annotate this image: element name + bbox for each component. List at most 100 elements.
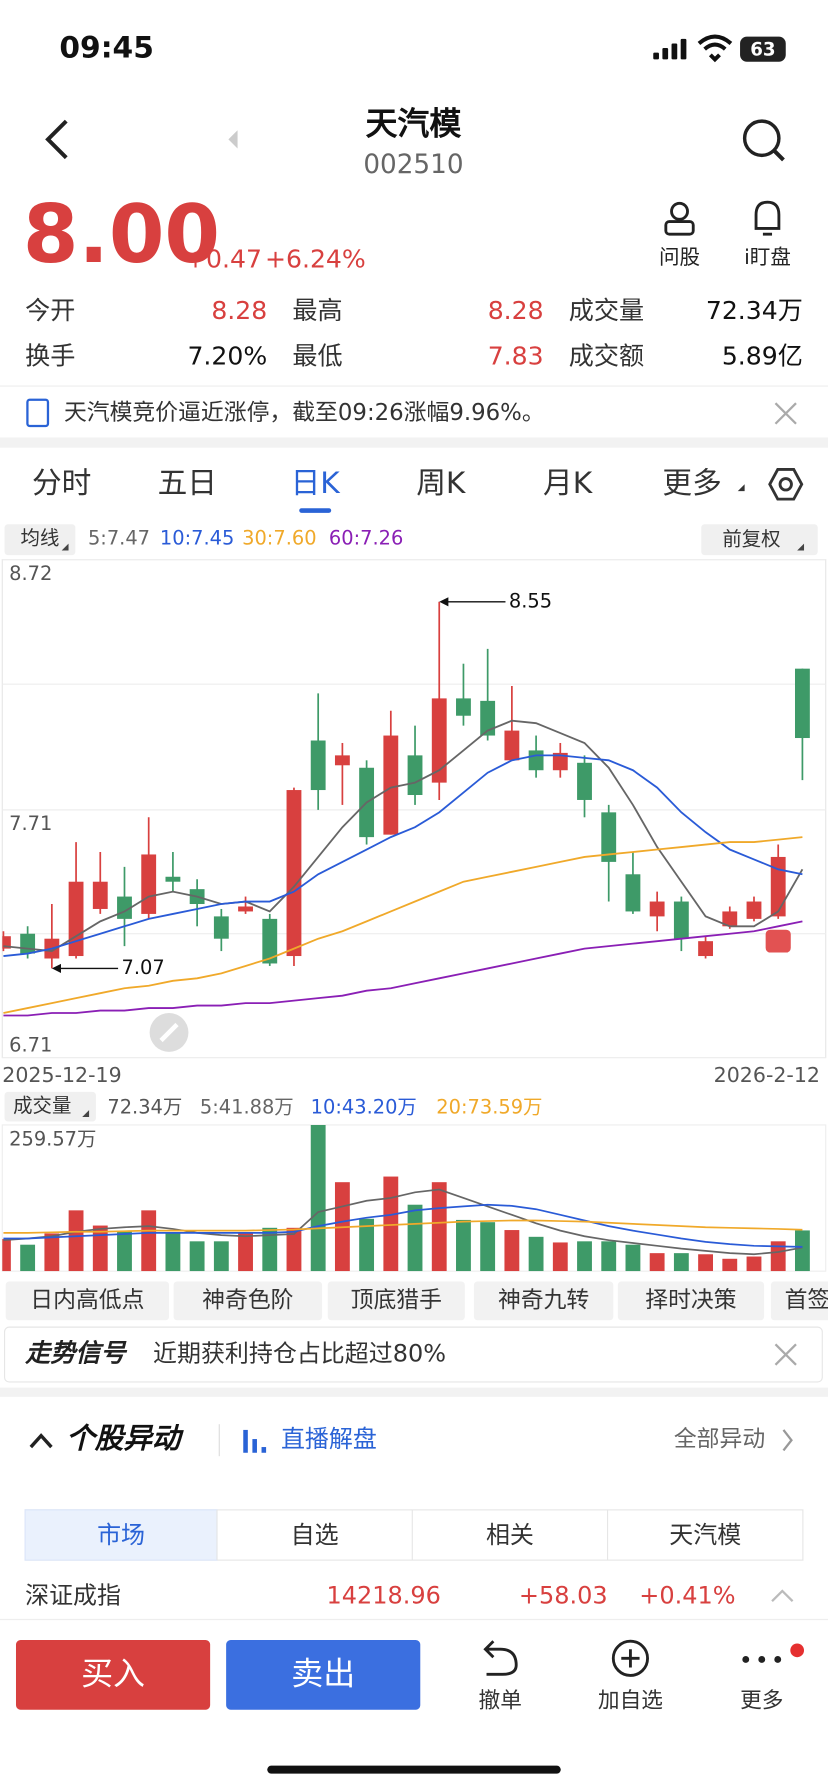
candle-body xyxy=(601,812,617,862)
volume-bar xyxy=(456,1219,471,1272)
subtab: 相关 xyxy=(486,1521,534,1549)
annotation: 8.55 xyxy=(509,589,552,612)
tab[interactable]: 日K xyxy=(291,466,342,501)
separator xyxy=(0,437,828,448)
chevron xyxy=(782,1429,793,1452)
candle-body xyxy=(141,854,157,914)
sell-button[interactable] xyxy=(226,1640,421,1710)
back-button[interactable] xyxy=(45,119,68,160)
annotation: 7.07 xyxy=(122,956,165,979)
candle-body xyxy=(770,856,786,917)
cancel-icon[interactable] xyxy=(483,1640,518,1676)
buy-marker xyxy=(765,929,791,953)
volume-bar xyxy=(552,1242,568,1272)
candle-body xyxy=(722,911,738,927)
volume-bar xyxy=(504,1230,520,1272)
candle-body xyxy=(2,936,11,949)
wifi-icon xyxy=(697,34,733,63)
notice-close[interactable] xyxy=(774,402,797,425)
chip[interactable] xyxy=(617,1281,765,1321)
tab[interactable]: 五日 xyxy=(158,466,217,501)
candle-body xyxy=(165,876,181,882)
ma-line xyxy=(3,1203,803,1248)
ma-title: 均线 xyxy=(21,527,60,550)
volume-bar xyxy=(407,1204,423,1272)
ma-line xyxy=(3,1219,803,1234)
ma-button[interactable] xyxy=(4,524,76,556)
candle-body xyxy=(673,901,689,939)
ask-icon[interactable] xyxy=(664,201,695,236)
candle-body xyxy=(407,755,423,796)
tab[interactable]: 月K xyxy=(543,466,594,501)
settings-icon[interactable] xyxy=(768,468,804,501)
candle-body xyxy=(649,901,665,917)
volume-bar xyxy=(213,1241,229,1272)
tab[interactable]: 更多 xyxy=(662,466,721,501)
chip-label: 首签 xyxy=(785,1287,828,1313)
badge xyxy=(790,1643,805,1658)
legend-entry: 10:43.20万 xyxy=(311,1095,417,1118)
notice: 天汽模竞价逼近涨停，截至09:26涨幅9.96%。 xyxy=(64,400,545,426)
candle-body xyxy=(20,933,36,954)
chip[interactable] xyxy=(327,1281,465,1321)
y-tick-label: 8.72 xyxy=(9,562,52,585)
volume-bar xyxy=(649,1253,665,1272)
volume-lead: 72.34万 xyxy=(107,1095,182,1118)
chip[interactable] xyxy=(473,1281,614,1321)
candle-body xyxy=(625,874,641,912)
stat-value: 7.20% xyxy=(187,342,267,371)
volume-bar xyxy=(189,1241,205,1272)
volume-bar xyxy=(794,1230,810,1272)
live-icon xyxy=(243,1429,267,1453)
ma-line xyxy=(3,920,803,1017)
collapse-icon[interactable] xyxy=(771,1589,794,1603)
candle-body xyxy=(213,916,229,939)
stat-label: 成交量 xyxy=(569,296,644,325)
candle-body xyxy=(528,750,544,771)
zoom-icon[interactable] xyxy=(149,1013,189,1052)
notice-icon xyxy=(26,398,50,428)
buy-button[interactable] xyxy=(15,1640,211,1710)
caret xyxy=(82,1110,90,1117)
watch-icon[interactable] xyxy=(754,200,781,236)
volume-button[interactable] xyxy=(4,1091,96,1122)
price: 8.00 xyxy=(23,188,220,281)
candle-body xyxy=(68,881,84,957)
signal-box xyxy=(3,1326,823,1383)
grid xyxy=(2,683,826,935)
chip[interactable] xyxy=(5,1281,170,1321)
adjust-button[interactable] xyxy=(701,524,818,556)
annotation-head xyxy=(51,963,61,973)
legend-entry: 5:41.88万 xyxy=(200,1095,294,1118)
volume-plot xyxy=(2,1124,810,1272)
chip[interactable] xyxy=(770,1281,828,1321)
stat-label: 最低 xyxy=(292,342,342,371)
signal-text: 近期获利持仓占比超过80% xyxy=(153,1340,446,1368)
search-button[interactable] xyxy=(742,119,785,162)
stat-value: 72.34万 xyxy=(706,296,803,325)
index-pct: +0.41% xyxy=(639,1582,735,1610)
ma-line xyxy=(3,719,804,953)
candle-body xyxy=(238,906,253,912)
candle-body xyxy=(746,901,762,919)
chip-label: 择时决策 xyxy=(645,1287,736,1313)
prev-stock[interactable] xyxy=(228,130,238,149)
candle-body xyxy=(577,762,592,800)
volume-bar xyxy=(528,1236,544,1272)
chip[interactable] xyxy=(173,1281,323,1321)
clock: 09:45 xyxy=(59,31,154,66)
candle-body xyxy=(92,881,108,909)
more-icon[interactable] xyxy=(742,1656,782,1663)
x-tick-label: 2026-2-12 xyxy=(714,1063,820,1087)
add-watch-icon[interactable] xyxy=(611,1639,649,1677)
stat-value: 8.28 xyxy=(211,296,267,325)
change-pct: +6.24% xyxy=(265,244,366,273)
signal-close[interactable] xyxy=(774,1343,797,1366)
collapse-icon[interactable] xyxy=(29,1433,53,1449)
volume-bar xyxy=(480,1222,496,1272)
tab[interactable]: 周K xyxy=(416,466,467,501)
action-label: 加自选 xyxy=(598,1689,663,1714)
tab[interactable]: 分时 xyxy=(32,466,91,501)
candle-body xyxy=(552,752,568,771)
volume-bar xyxy=(770,1241,786,1272)
